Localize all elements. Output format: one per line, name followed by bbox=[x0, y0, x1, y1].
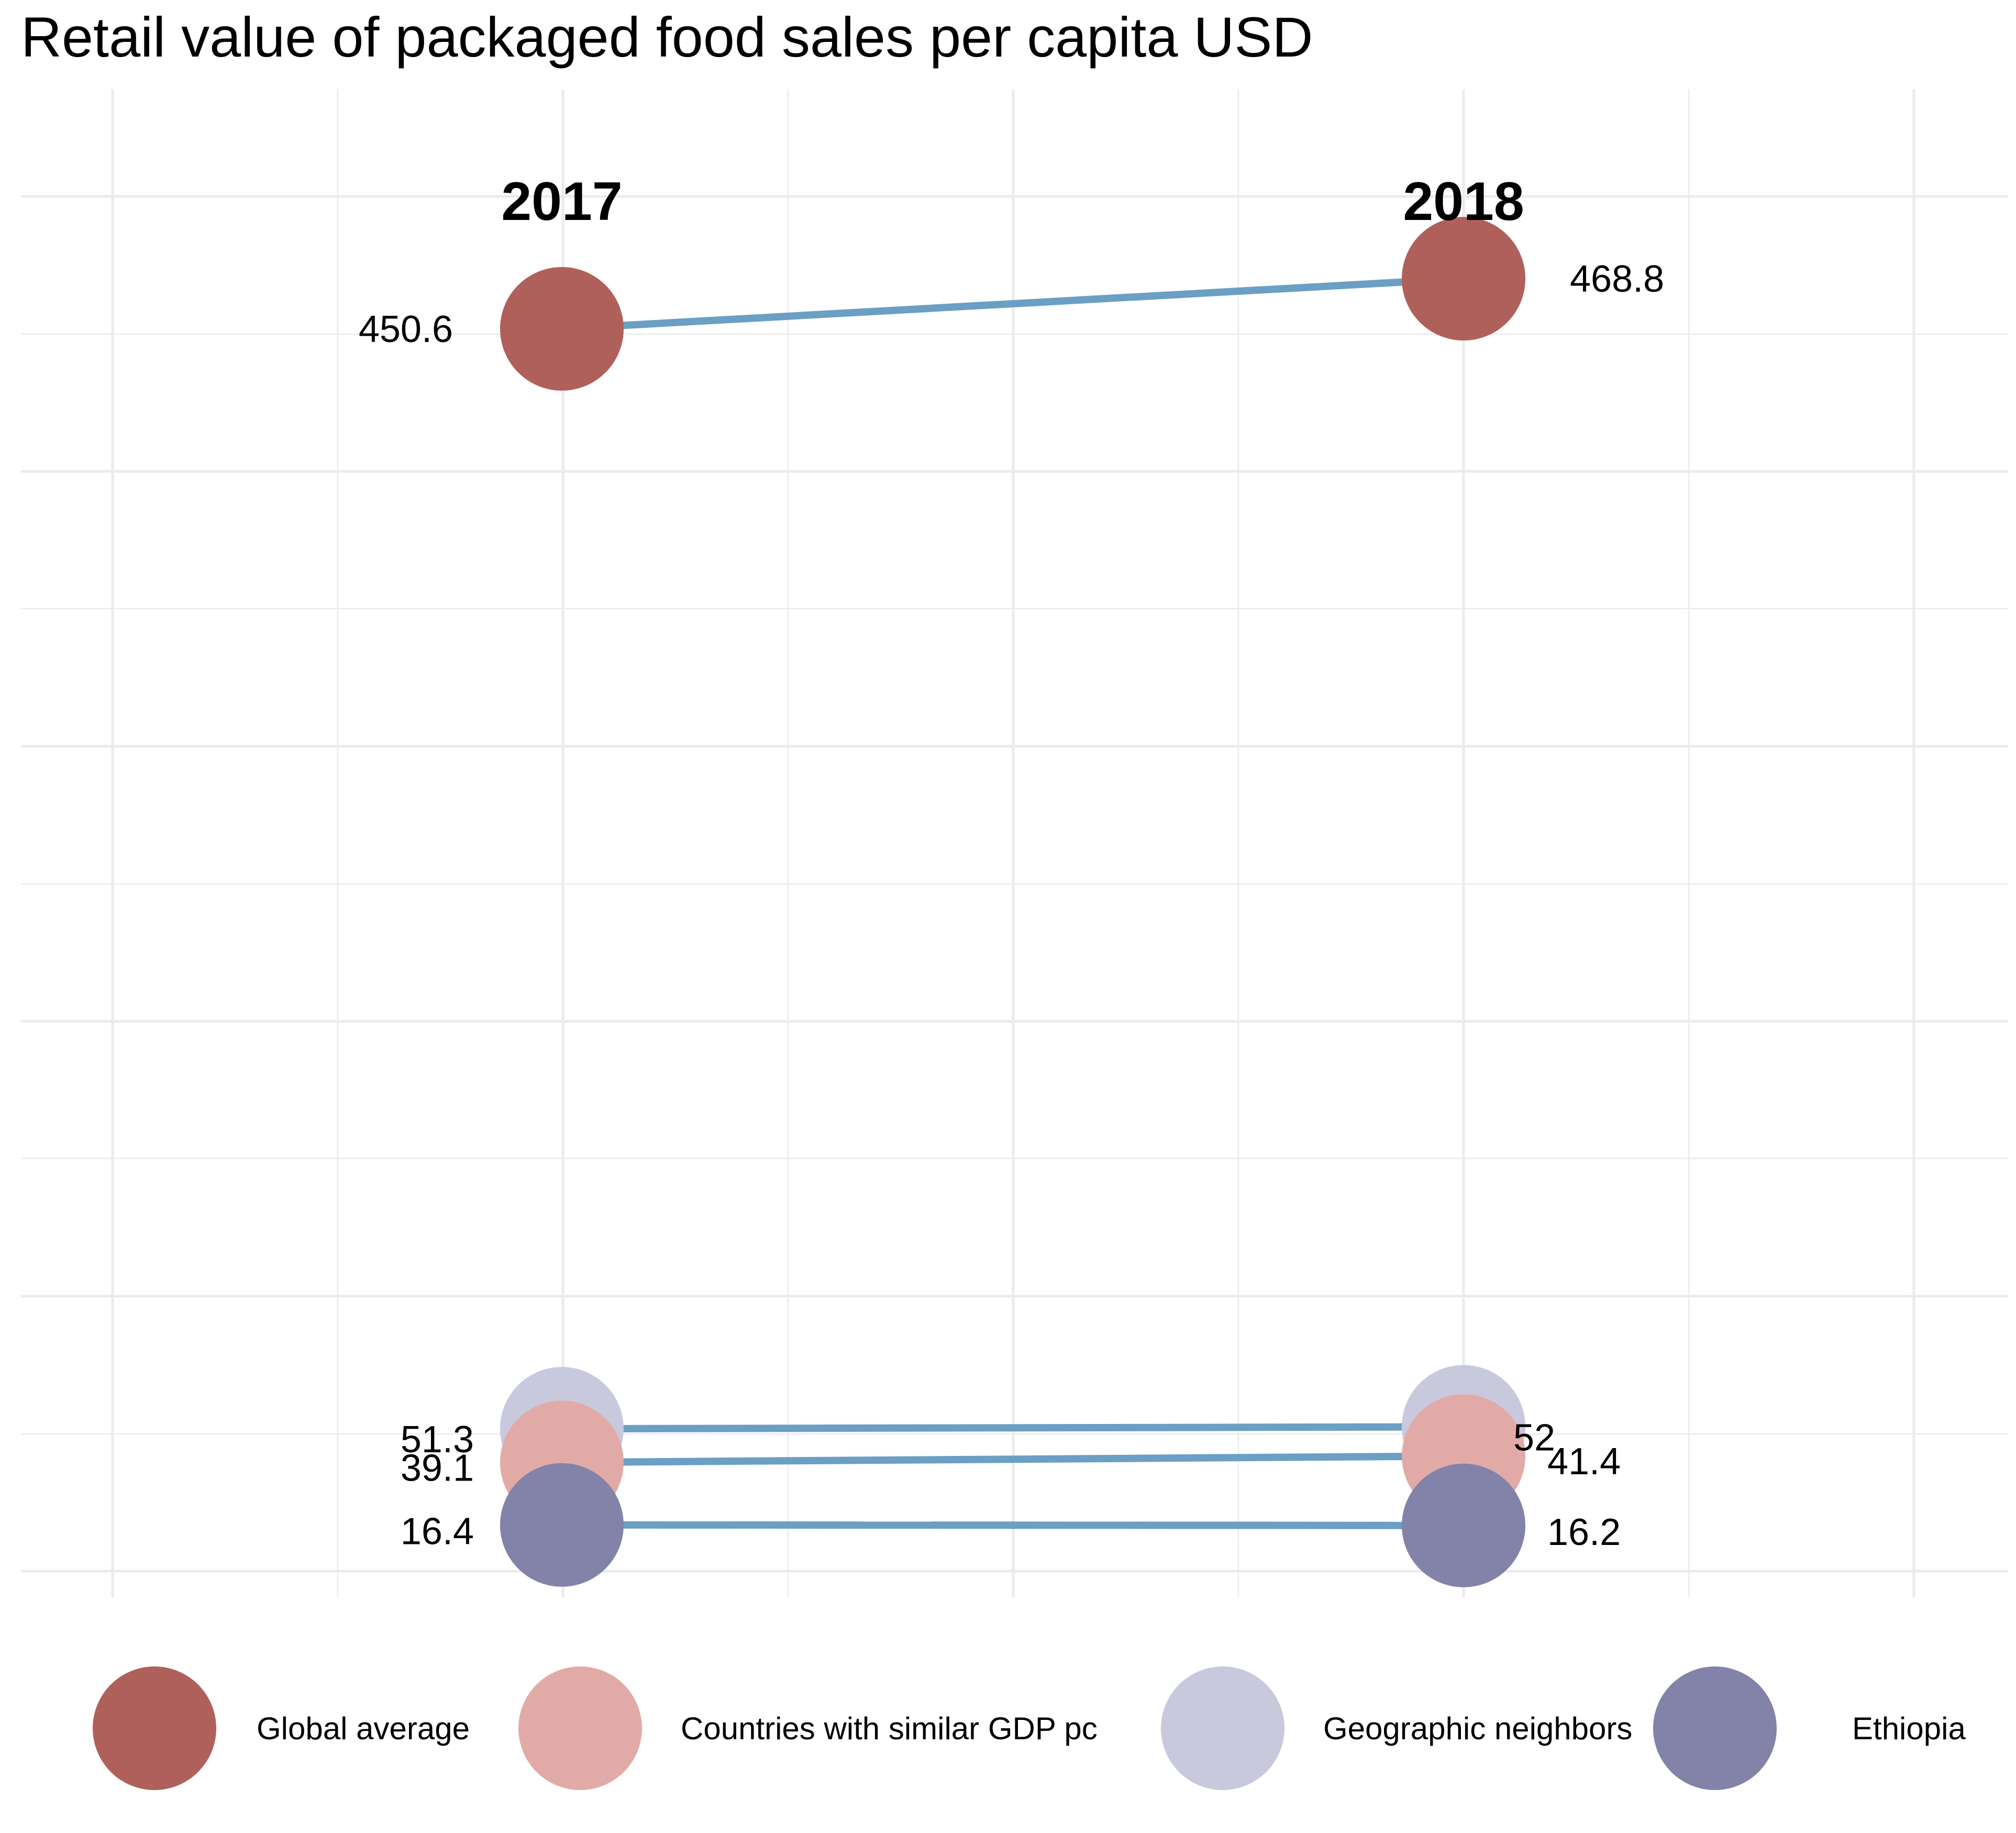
data-labels: 450.6 468.8 39.1 41.4 51.3 52 16.4 16.2 bbox=[359, 258, 1664, 1553]
data-label: 51.3 bbox=[401, 1419, 474, 1461]
legend-key bbox=[1161, 1666, 1284, 1790]
data-label: 468.8 bbox=[1570, 258, 1664, 300]
connector-line bbox=[561, 275, 1464, 333]
gridlines bbox=[21, 89, 2008, 1597]
legend-label: Global average bbox=[257, 1711, 470, 1746]
legend: Global average Countries with similar GDP… bbox=[93, 1666, 1966, 1790]
data-points bbox=[500, 217, 1525, 1587]
data-point bbox=[1402, 1463, 1525, 1587]
year-headers: 2017 2018 bbox=[501, 171, 1524, 232]
data-label: 39.1 bbox=[401, 1447, 474, 1489]
legend-label: Geographic neighbors bbox=[1323, 1711, 1632, 1746]
connector-line bbox=[561, 1423, 1464, 1433]
data-label: 450.6 bbox=[359, 308, 453, 350]
legend-key bbox=[1653, 1666, 1777, 1790]
data-point bbox=[500, 267, 624, 391]
legend-label: Countries with similar GDP pc bbox=[681, 1711, 1098, 1746]
data-label: 16.4 bbox=[401, 1511, 474, 1553]
data-point bbox=[1402, 217, 1525, 341]
year-header: 2017 bbox=[501, 171, 622, 232]
chart-title: Retail value of packaged food sales per … bbox=[21, 5, 1313, 69]
legend-label: Ethiopia bbox=[1852, 1711, 1966, 1746]
data-label: 41.4 bbox=[1547, 1441, 1621, 1483]
year-header: 2018 bbox=[1403, 171, 1524, 232]
legend-key bbox=[93, 1666, 216, 1790]
data-label: 52 bbox=[1513, 1417, 1555, 1459]
connector-lines bbox=[561, 275, 1464, 1529]
data-point bbox=[500, 1463, 624, 1587]
connector-line bbox=[561, 1452, 1464, 1466]
legend-key bbox=[518, 1666, 642, 1790]
data-label: 16.2 bbox=[1547, 1511, 1621, 1553]
connector-line bbox=[561, 1521, 1464, 1529]
